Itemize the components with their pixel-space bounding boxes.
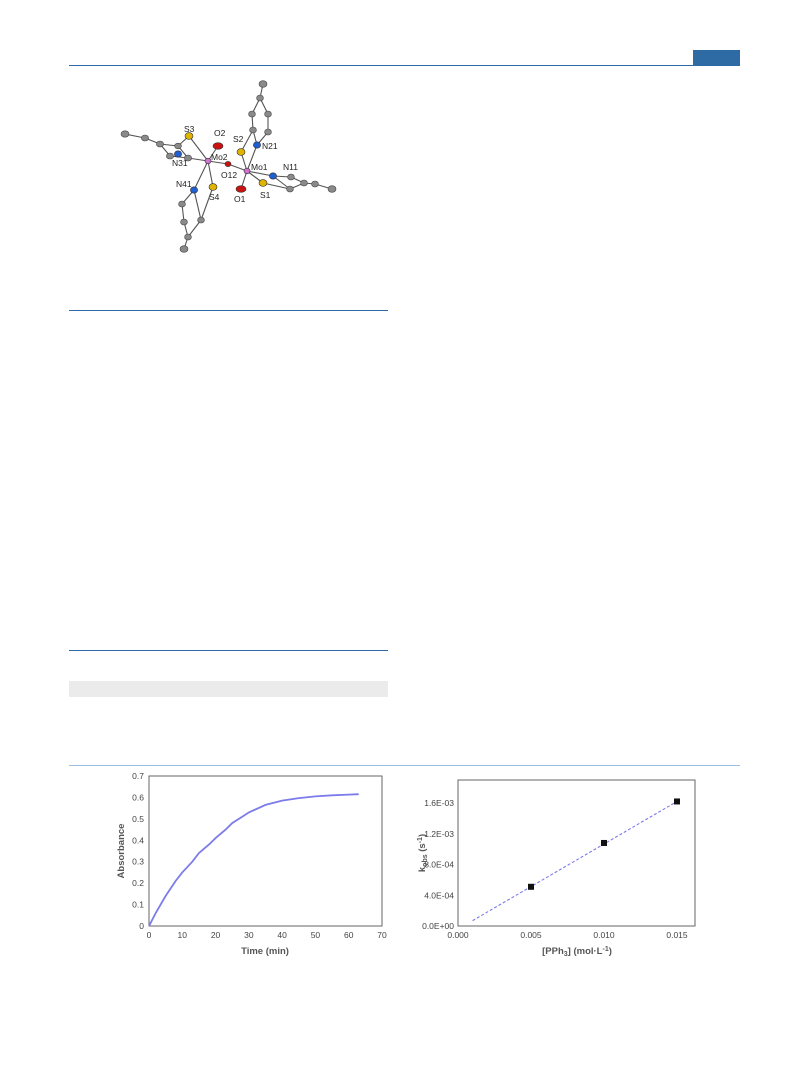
y-tick-label: 0.4 xyxy=(132,835,144,845)
y-tick-label: 0.2 xyxy=(132,878,144,888)
sulfur-atom-s2 xyxy=(236,148,246,156)
carbon-atoms xyxy=(120,80,337,253)
label-s3: S3 xyxy=(184,124,195,134)
label-n31: N31 xyxy=(172,158,188,168)
y-axis-ticks: 0.0E+00 4.0E-04 8.0E-04 1.2E-03 1.6E-03 xyxy=(422,798,454,931)
data-point xyxy=(674,798,680,805)
y-axis-title: kobs (s-1) xyxy=(417,834,429,872)
nitrogen-atom-n31 xyxy=(174,150,182,158)
y-axis-ticks: 0 0.1 0.2 0.3 0.4 0.5 0.6 0.7 xyxy=(132,771,144,931)
nitrogen-atom-n21 xyxy=(253,141,261,149)
x-tick-label: 0.015 xyxy=(666,930,688,940)
x-axis-ticks: 0 10 20 30 40 50 60 70 xyxy=(147,930,387,940)
y-tick-label: 0.0E+00 xyxy=(422,921,454,931)
label-mo2: Mo2 xyxy=(211,152,228,162)
x-axis-ticks: 0.000 0.005 0.010 0.015 xyxy=(447,930,688,940)
y-tick-label: 0.1 xyxy=(132,900,144,910)
label-n41: N41 xyxy=(176,179,192,189)
nitrogen-atom-n11 xyxy=(269,172,277,180)
y-tick-label: 0.3 xyxy=(132,857,144,867)
y-tick-label: 1.6E-03 xyxy=(424,798,454,808)
oxygen-atom-o12 xyxy=(224,161,232,167)
oxygen-atom-o2 xyxy=(212,142,224,150)
data-point xyxy=(528,883,534,890)
plot-frame xyxy=(148,775,383,927)
x-tick-label: 60 xyxy=(344,930,354,940)
x-axis-title: [PPh3] (mol·L-1) xyxy=(542,946,612,958)
y-tick-label: 4.0E-04 xyxy=(424,890,454,900)
molybdenum-atom-mo1 xyxy=(243,167,251,175)
section-rule-lower xyxy=(69,650,388,651)
label-o1: O1 xyxy=(234,194,246,204)
header-tab xyxy=(693,50,740,65)
y-tick-label: 8.0E-04 xyxy=(424,860,454,870)
y-tick-label: 0 xyxy=(139,921,144,931)
x-tick-label: 0.005 xyxy=(520,930,542,940)
table-header-bar xyxy=(69,681,388,697)
x-tick-label: 20 xyxy=(211,930,221,940)
figure-rule xyxy=(69,765,740,766)
atom-labels: S3 O2 S2 N21 N31 Mo2 Mo1 N11 O12 N41 S4 … xyxy=(172,124,298,204)
label-s4: S4 xyxy=(209,192,220,202)
sulfur-atom-s3 xyxy=(184,132,194,140)
x-tick-label: 50 xyxy=(311,930,321,940)
nitrogen-atom-n41 xyxy=(190,186,198,194)
oxygen-atom-o1 xyxy=(235,185,247,193)
kobs-pph3-chart: 0.0E+00 4.0E-04 8.0E-04 1.2E-03 1.6E-03 0.00… xyxy=(417,779,696,958)
sulfur-atom-s1 xyxy=(258,179,268,187)
data-points xyxy=(528,798,680,890)
label-o2: O2 xyxy=(214,128,226,138)
plot-frame xyxy=(457,779,696,927)
y-tick-label: 0.6 xyxy=(132,792,144,802)
x-tick-label: 0.010 xyxy=(593,930,615,940)
data-point xyxy=(601,839,607,846)
x-tick-label: 30 xyxy=(244,930,254,940)
x-tick-label: 10 xyxy=(178,930,188,940)
x-axis-title: Time (min) xyxy=(241,946,289,957)
label-o12: O12 xyxy=(221,170,237,180)
y-axis-title: Absorbance xyxy=(116,824,127,879)
label-s1: S1 xyxy=(260,190,271,200)
x-tick-label: 40 xyxy=(277,930,287,940)
header-rule xyxy=(69,65,740,66)
y-tick-label: 0.7 xyxy=(132,771,144,781)
trendline xyxy=(472,800,678,922)
y-tick-label: 1.2E-03 xyxy=(424,829,454,839)
sulfur-atom-s4 xyxy=(208,183,218,191)
x-tick-label: 0.000 xyxy=(447,930,469,940)
crystal-structure-figure: S3 O2 S2 N21 N31 Mo2 Mo1 N11 O12 N41 S4 … xyxy=(120,80,337,253)
x-tick-label: 70 xyxy=(377,930,387,940)
label-mo1: Mo1 xyxy=(251,162,268,172)
label-s2: S2 xyxy=(233,134,244,144)
section-rule-upper xyxy=(69,310,388,311)
y-tick-label: 0.5 xyxy=(132,814,144,824)
absorbance-curve xyxy=(148,793,359,927)
absorbance-time-chart: 0 0.1 0.2 0.3 0.4 0.5 0.6 0.7 0 10 20 30 40 50 60 70 A… xyxy=(116,771,387,957)
x-tick-label: 0 xyxy=(147,930,152,940)
molybdenum-atom-mo2 xyxy=(204,157,212,165)
label-n21: N21 xyxy=(262,141,278,151)
label-n11: N11 xyxy=(283,162,298,172)
